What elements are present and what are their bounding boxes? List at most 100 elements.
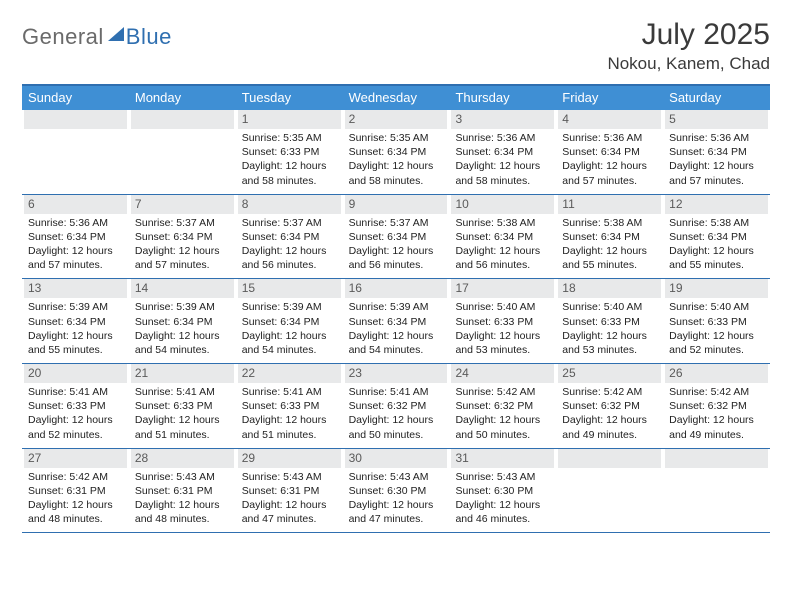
day-cell: 26Sunrise: 5:42 AMSunset: 6:32 PMDayligh… (663, 364, 770, 448)
day-number: 8 (238, 195, 341, 214)
day-cell: 9Sunrise: 5:37 AMSunset: 6:34 PMDaylight… (343, 195, 450, 279)
daylight-text: Daylight: 12 hours and 52 minutes. (28, 413, 123, 441)
location-text: Nokou, Kanem, Chad (607, 54, 770, 74)
day-details: Sunrise: 5:43 AMSunset: 6:30 PMDaylight:… (451, 468, 554, 527)
sunset-text: Sunset: 6:33 PM (242, 145, 337, 159)
day-details: Sunrise: 5:42 AMSunset: 6:32 PMDaylight:… (451, 383, 554, 442)
sunrise-text: Sunrise: 5:38 AM (669, 216, 764, 230)
daylight-text: Daylight: 12 hours and 48 minutes. (135, 498, 230, 526)
dow-friday: Friday (556, 86, 663, 110)
sunset-text: Sunset: 6:30 PM (455, 484, 550, 498)
day-details: Sunrise: 5:42 AMSunset: 6:31 PMDaylight:… (24, 468, 127, 527)
daylight-text: Daylight: 12 hours and 56 minutes. (242, 244, 337, 272)
day-details: Sunrise: 5:36 AMSunset: 6:34 PMDaylight:… (665, 129, 768, 188)
daylight-text: Daylight: 12 hours and 50 minutes. (349, 413, 444, 441)
day-number: 19 (665, 279, 768, 298)
daylight-text: Daylight: 12 hours and 50 minutes. (455, 413, 550, 441)
brand-part1: General (22, 24, 104, 50)
daylight-text: Daylight: 12 hours and 46 minutes. (455, 498, 550, 526)
day-cell: 13Sunrise: 5:39 AMSunset: 6:34 PMDayligh… (22, 279, 129, 363)
sunrise-text: Sunrise: 5:40 AM (562, 300, 657, 314)
weeks-container: 1Sunrise: 5:35 AMSunset: 6:33 PMDaylight… (22, 110, 770, 533)
day-number: 12 (665, 195, 768, 214)
sunrise-text: Sunrise: 5:41 AM (349, 385, 444, 399)
brand-logo: General Blue (22, 18, 172, 50)
day-number: 5 (665, 110, 768, 129)
dow-tuesday: Tuesday (236, 86, 343, 110)
sunset-text: Sunset: 6:34 PM (669, 145, 764, 159)
day-details: Sunrise: 5:43 AMSunset: 6:31 PMDaylight:… (238, 468, 341, 527)
day-details: Sunrise: 5:42 AMSunset: 6:32 PMDaylight:… (665, 383, 768, 442)
daylight-text: Daylight: 12 hours and 52 minutes. (669, 329, 764, 357)
daylight-text: Daylight: 12 hours and 57 minutes. (669, 159, 764, 187)
sunset-text: Sunset: 6:32 PM (562, 399, 657, 413)
daylight-text: Daylight: 12 hours and 48 minutes. (28, 498, 123, 526)
sunset-text: Sunset: 6:31 PM (242, 484, 337, 498)
day-number: 22 (238, 364, 341, 383)
week-row: 13Sunrise: 5:39 AMSunset: 6:34 PMDayligh… (22, 279, 770, 364)
sunrise-text: Sunrise: 5:41 AM (135, 385, 230, 399)
day-cell: 29Sunrise: 5:43 AMSunset: 6:31 PMDayligh… (236, 449, 343, 533)
sunrise-text: Sunrise: 5:39 AM (135, 300, 230, 314)
day-cell: 27Sunrise: 5:42 AMSunset: 6:31 PMDayligh… (22, 449, 129, 533)
day-cell: 17Sunrise: 5:40 AMSunset: 6:33 PMDayligh… (449, 279, 556, 363)
day-details: Sunrise: 5:35 AMSunset: 6:34 PMDaylight:… (345, 129, 448, 188)
day-of-week-header: Sunday Monday Tuesday Wednesday Thursday… (22, 86, 770, 110)
day-cell: 1Sunrise: 5:35 AMSunset: 6:33 PMDaylight… (236, 110, 343, 194)
sunrise-text: Sunrise: 5:37 AM (349, 216, 444, 230)
sunset-text: Sunset: 6:30 PM (349, 484, 444, 498)
day-details: Sunrise: 5:36 AMSunset: 6:34 PMDaylight:… (451, 129, 554, 188)
sunrise-text: Sunrise: 5:43 AM (349, 470, 444, 484)
day-number: 30 (345, 449, 448, 468)
day-cell: 6Sunrise: 5:36 AMSunset: 6:34 PMDaylight… (22, 195, 129, 279)
sunset-text: Sunset: 6:33 PM (28, 399, 123, 413)
sunrise-text: Sunrise: 5:36 AM (669, 131, 764, 145)
day-cell: 25Sunrise: 5:42 AMSunset: 6:32 PMDayligh… (556, 364, 663, 448)
day-cell: 19Sunrise: 5:40 AMSunset: 6:33 PMDayligh… (663, 279, 770, 363)
day-number: 25 (558, 364, 661, 383)
day-details: Sunrise: 5:43 AMSunset: 6:30 PMDaylight:… (345, 468, 448, 527)
daylight-text: Daylight: 12 hours and 47 minutes. (242, 498, 337, 526)
sunrise-text: Sunrise: 5:41 AM (28, 385, 123, 399)
daylight-text: Daylight: 12 hours and 57 minutes. (562, 159, 657, 187)
sunset-text: Sunset: 6:34 PM (349, 315, 444, 329)
sunset-text: Sunset: 6:34 PM (455, 230, 550, 244)
daylight-text: Daylight: 12 hours and 55 minutes. (28, 329, 123, 357)
day-details: Sunrise: 5:41 AMSunset: 6:33 PMDaylight:… (238, 383, 341, 442)
day-details: Sunrise: 5:40 AMSunset: 6:33 PMDaylight:… (558, 298, 661, 357)
daylight-text: Daylight: 12 hours and 51 minutes. (242, 413, 337, 441)
sunset-text: Sunset: 6:33 PM (669, 315, 764, 329)
day-details: Sunrise: 5:35 AMSunset: 6:33 PMDaylight:… (238, 129, 341, 188)
daylight-text: Daylight: 12 hours and 58 minutes. (455, 159, 550, 187)
day-cell: 21Sunrise: 5:41 AMSunset: 6:33 PMDayligh… (129, 364, 236, 448)
day-number: 2 (345, 110, 448, 129)
sunset-text: Sunset: 6:34 PM (135, 230, 230, 244)
daylight-text: Daylight: 12 hours and 53 minutes. (455, 329, 550, 357)
day-details: Sunrise: 5:41 AMSunset: 6:32 PMDaylight:… (345, 383, 448, 442)
sunset-text: Sunset: 6:34 PM (28, 230, 123, 244)
sunset-text: Sunset: 6:31 PM (28, 484, 123, 498)
daylight-text: Daylight: 12 hours and 57 minutes. (135, 244, 230, 272)
daylight-text: Daylight: 12 hours and 56 minutes. (349, 244, 444, 272)
sunrise-text: Sunrise: 5:35 AM (349, 131, 444, 145)
day-cell: 10Sunrise: 5:38 AMSunset: 6:34 PMDayligh… (449, 195, 556, 279)
dow-thursday: Thursday (449, 86, 556, 110)
header: General Blue July 2025 Nokou, Kanem, Cha… (22, 18, 770, 74)
day-number: 23 (345, 364, 448, 383)
day-cell: 22Sunrise: 5:41 AMSunset: 6:33 PMDayligh… (236, 364, 343, 448)
dow-sunday: Sunday (22, 86, 129, 110)
sunset-text: Sunset: 6:34 PM (28, 315, 123, 329)
day-details: Sunrise: 5:40 AMSunset: 6:33 PMDaylight:… (665, 298, 768, 357)
daylight-text: Daylight: 12 hours and 54 minutes. (135, 329, 230, 357)
day-cell: 18Sunrise: 5:40 AMSunset: 6:33 PMDayligh… (556, 279, 663, 363)
sunset-text: Sunset: 6:34 PM (562, 145, 657, 159)
daylight-text: Daylight: 12 hours and 49 minutes. (562, 413, 657, 441)
sunset-text: Sunset: 6:34 PM (669, 230, 764, 244)
sunrise-text: Sunrise: 5:41 AM (242, 385, 337, 399)
triangle-icon (108, 27, 124, 41)
daylight-text: Daylight: 12 hours and 49 minutes. (669, 413, 764, 441)
daylight-text: Daylight: 12 hours and 57 minutes. (28, 244, 123, 272)
day-details: Sunrise: 5:41 AMSunset: 6:33 PMDaylight:… (24, 383, 127, 442)
sunset-text: Sunset: 6:34 PM (242, 230, 337, 244)
sunrise-text: Sunrise: 5:38 AM (562, 216, 657, 230)
